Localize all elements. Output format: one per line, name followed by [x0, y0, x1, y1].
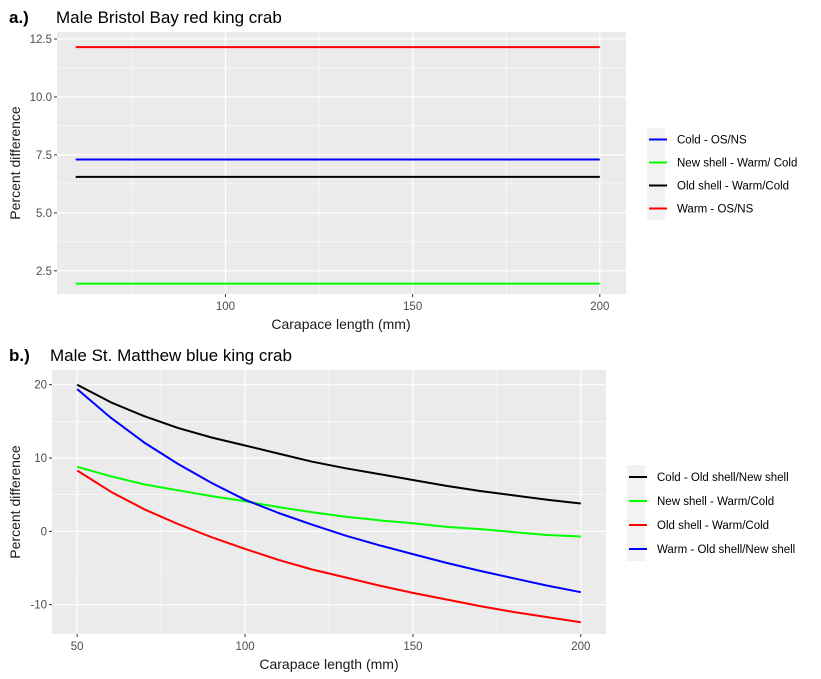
legend-label: Warm - Old shell/New shell	[657, 544, 795, 556]
x-tick-label: 100	[235, 641, 254, 653]
legend-label: Cold - OS/NS	[677, 135, 747, 147]
panel-a-plot-area	[57, 32, 626, 294]
panel-b-title: Male St. Matthew blue king crab	[50, 346, 292, 365]
panel-b: b.) Male St. Matthew blue king crab -10 0…	[7, 346, 795, 672]
series-line-old-shell-warm-cold	[76, 469, 581, 624]
y-tick-label: 12.5	[30, 34, 52, 46]
y-tick-label: 10	[34, 453, 47, 465]
panel-a-legend: Cold - OS/NS New shell - Warm/ Cold Old sh…	[647, 128, 797, 220]
panel-a: a.) Male Bristol Bay red king crab 2.5 5.…	[7, 8, 797, 332]
panel-a-x-axis-title: Carapace length (mm)	[271, 316, 410, 332]
panel-b-y-ticks: -10 0 10 20	[30, 380, 52, 612]
panel-a-x-ticks: 100 150 200	[216, 294, 609, 313]
panel-a-title: Male Bristol Bay red king crab	[56, 8, 282, 27]
y-tick-label: 20	[34, 380, 47, 392]
series-line-new-shell-warm-cold	[76, 465, 581, 538]
x-tick-label: 200	[571, 641, 590, 653]
x-tick-label: 100	[216, 301, 235, 313]
y-tick-label: 7.5	[36, 150, 52, 162]
panel-b-x-ticks: 50 100 150 200	[71, 634, 590, 653]
y-tick-label: 2.5	[36, 266, 52, 278]
y-tick-label: 10.0	[30, 92, 52, 104]
legend-label: New shell - Warm/ Cold	[677, 158, 797, 170]
x-tick-label: 150	[403, 301, 422, 313]
x-tick-label: 150	[403, 641, 422, 653]
y-tick-label: 0	[41, 526, 47, 538]
series-line-warm-old-shell-new-shell	[76, 388, 581, 594]
legend-label: Old shell - Warm/Cold	[657, 520, 769, 532]
x-tick-label: 200	[590, 301, 609, 313]
x-tick-label: 50	[71, 641, 84, 653]
panel-a-series-lines	[75, 46, 600, 285]
panel-b-tag: b.)	[9, 346, 30, 365]
panel-b-series-lines	[76, 383, 581, 624]
panel-a-y-axis-title: Percent difference	[7, 106, 23, 220]
panel-b-gridlines	[52, 370, 606, 634]
panel-a-y-ticks: 2.5 5.0 7.5 10.0 12.5	[30, 34, 57, 278]
panel-a-gridlines	[57, 32, 626, 294]
y-tick-label: -10	[30, 600, 47, 612]
legend-label: Cold - Old shell/New shell	[657, 472, 789, 484]
panel-b-x-axis-title: Carapace length (mm)	[259, 656, 398, 672]
panel-a-tag: a.)	[9, 8, 29, 27]
y-tick-label: 5.0	[36, 208, 52, 220]
series-line-cold-old-shell-new-shell	[76, 383, 581, 505]
panel-b-legend: Cold - Old shell/New shell New shell - Wa…	[627, 465, 795, 561]
legend-label: Old shell - Warm/Cold	[677, 181, 789, 193]
legend-label: Warm - OS/NS	[677, 204, 754, 216]
legend-label: New shell - Warm/Cold	[657, 496, 774, 508]
panel-b-y-axis-title: Percent difference	[7, 445, 23, 559]
